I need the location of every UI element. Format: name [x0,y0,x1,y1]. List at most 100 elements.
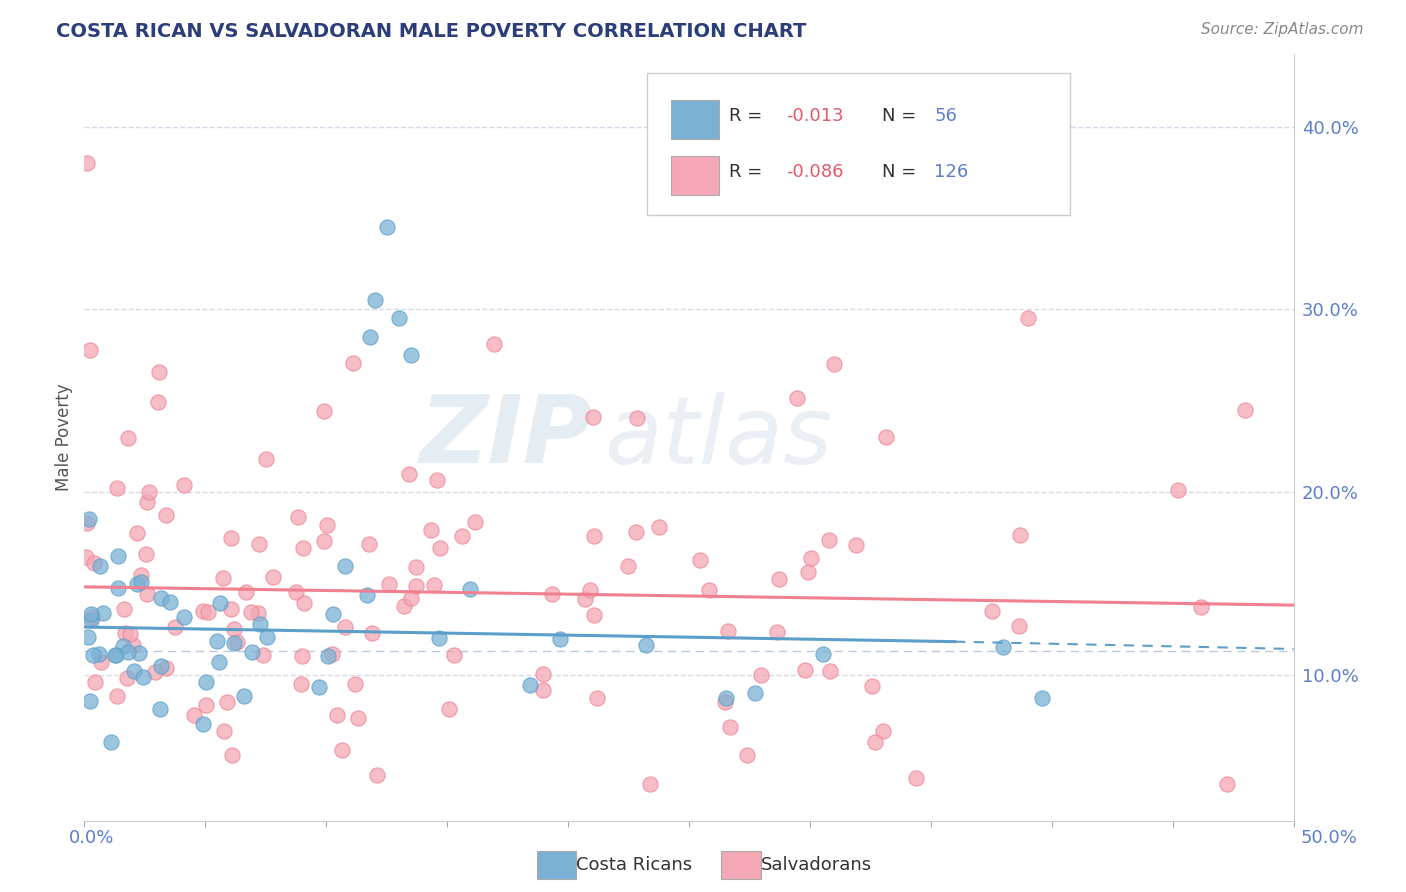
Point [330,742,353,756]
Point [980,604,1002,618]
Point [143,665,166,680]
FancyBboxPatch shape [647,73,1070,215]
Point [357,537,380,551]
Point [640,777,662,791]
Text: 0.0%: 0.0% [69,829,114,847]
Point [115,671,138,685]
Point [122,638,145,652]
Point [240,605,263,619]
Point [122,664,145,678]
Point [287,510,309,524]
Point [183,708,205,723]
Point [443,648,465,662]
Point [343,677,366,691]
Point [125,525,148,540]
Point [388,311,411,326]
Point [252,648,274,662]
Point [87,647,110,661]
Point [326,708,349,723]
Point [127,576,149,591]
Point [749,668,772,682]
Point [800,551,823,566]
Point [212,571,235,585]
Point [342,356,364,370]
Point [83,557,105,571]
Point [437,702,460,716]
Point [114,626,136,640]
Point [335,620,357,634]
Point [405,579,427,593]
Point [222,622,245,636]
Point [636,639,658,653]
Point [427,631,450,645]
Point [392,599,415,614]
Point [648,520,671,534]
Point [84,674,107,689]
Point [405,560,427,574]
Point [100,735,122,749]
Point [235,585,257,599]
Point [718,720,741,734]
Point [246,606,269,620]
Point [1167,483,1189,497]
Point [208,655,231,669]
Point [76,156,98,170]
Point [254,452,277,467]
Point [207,634,229,648]
Point [860,679,883,693]
Point [136,587,159,601]
Point [335,559,357,574]
Point [823,357,845,371]
Point [77,512,100,526]
Point [208,596,231,610]
Point [531,667,554,681]
Point [581,409,603,424]
Point [155,508,177,522]
Point [217,695,239,709]
Text: Salvadorans: Salvadorans [761,856,872,874]
Point [429,541,451,556]
Point [146,395,169,409]
Point [845,538,868,552]
Point [111,639,134,653]
Point [531,683,554,698]
Point [717,624,740,638]
Point [233,690,256,704]
Point [89,558,111,573]
Point [347,711,370,725]
Point [689,553,711,567]
Point [797,566,820,580]
Point [359,329,381,343]
Point [82,648,104,663]
Point [585,690,607,705]
Y-axis label: Male Poverty: Male Poverty [55,384,73,491]
Point [322,607,344,621]
Point [366,768,388,782]
Point [159,594,181,608]
Point [91,607,114,621]
Point [321,647,343,661]
Point [315,518,337,533]
Point [1234,402,1257,417]
Point [292,596,315,610]
Point [149,591,172,606]
Point [766,625,789,640]
Point [541,587,564,601]
Point [872,723,894,738]
Point [291,649,314,664]
Point [451,529,474,543]
Point [574,591,596,606]
Text: 56: 56 [935,107,957,125]
Point [482,336,505,351]
Point [117,645,139,659]
Point [221,747,243,762]
Point [356,588,378,602]
Point [419,523,441,537]
Point [194,675,217,690]
Point [401,591,423,606]
Point [519,678,541,692]
Point [904,771,927,785]
Point [191,717,214,731]
Point [582,608,605,623]
Point [225,635,247,649]
